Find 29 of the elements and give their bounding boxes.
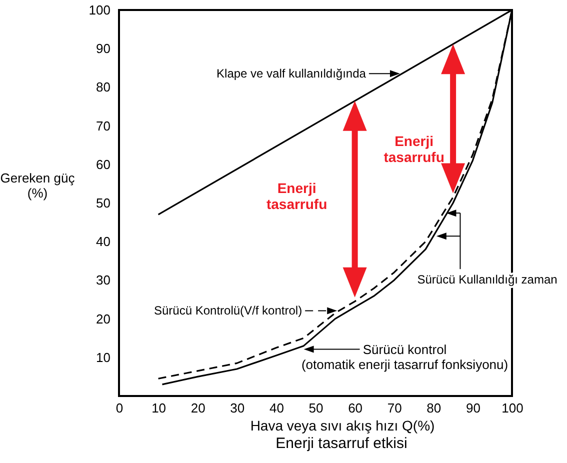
text: Enerji tasarruf etkisi bbox=[276, 435, 408, 452]
x-tick-label: 40 bbox=[269, 400, 284, 416]
x-tick-label: 70 bbox=[387, 400, 402, 416]
y-tick-label: 100 bbox=[88, 2, 110, 18]
y-tick-label: 80 bbox=[96, 80, 110, 95]
y-tick-label: 50 bbox=[96, 196, 110, 210]
x-tick-label: 20 bbox=[190, 400, 206, 416]
x-tick-label: 90 bbox=[466, 400, 480, 416]
y-tick-label: 10 bbox=[96, 350, 110, 365]
y-tick-label: 40 bbox=[96, 234, 110, 250]
annotation: Enerji tasarrufu bbox=[266, 180, 328, 212]
annotation: Enerji tasarrufu bbox=[384, 133, 444, 166]
x-tick-label: 80 bbox=[426, 400, 442, 416]
y-axis-title: Gereken güç (%) bbox=[0, 170, 76, 200]
y-tick-label: 90 bbox=[96, 41, 110, 56]
x-tick-label: 50 bbox=[308, 400, 324, 416]
legend-label: Klape ve valf kullanıldığında bbox=[216, 66, 366, 81]
y-tick-label: 20 bbox=[96, 311, 110, 326]
x-tick-label: 0 bbox=[116, 400, 124, 416]
y-tick-label: 70 bbox=[96, 118, 110, 134]
series-label: Sürücü kontrol (otomatik enerji tasarruf fonksiyonu) bbox=[301, 342, 508, 372]
x-tick-label: 60 bbox=[348, 400, 363, 416]
x-tick-label: 100 bbox=[502, 400, 524, 416]
x-tick-label: 30 bbox=[230, 400, 245, 416]
x-tick-label: 10 bbox=[152, 400, 166, 416]
x-axis-title: Hava veya sıvı akış hızı Q(%) bbox=[250, 418, 435, 434]
y-tick-label: 60 bbox=[96, 156, 110, 172]
y-tick-label: 30 bbox=[96, 272, 110, 288]
legend-label: Sürücü Kontrolü(V/f kontrol) bbox=[154, 304, 302, 318]
